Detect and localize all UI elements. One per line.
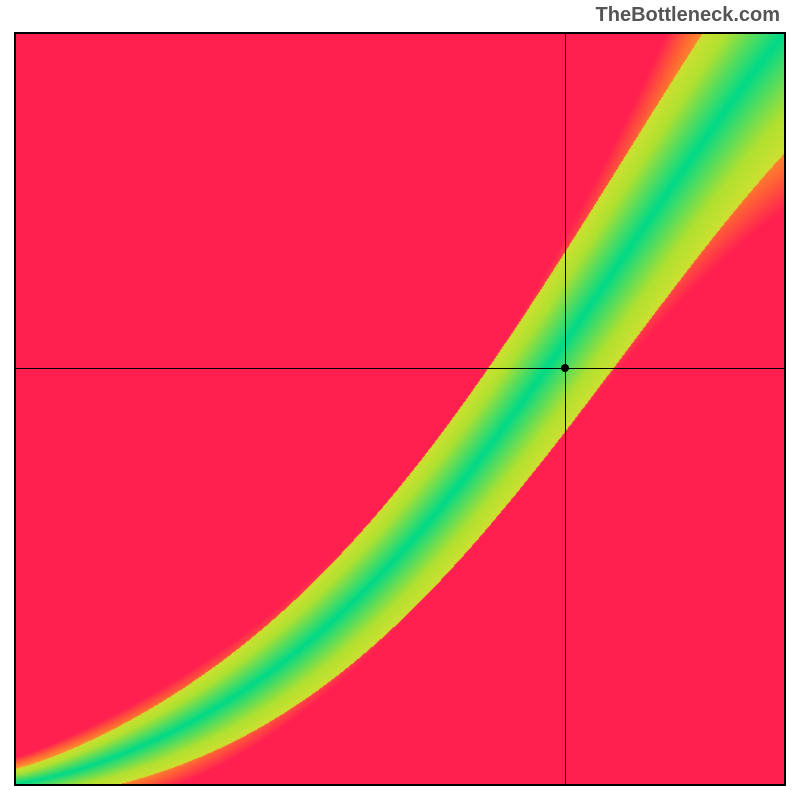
heatmap-canvas — [16, 34, 784, 784]
data-point-marker — [561, 364, 569, 372]
watermark-text: TheBottleneck.com — [596, 4, 780, 27]
crosshair-vertical — [565, 34, 566, 784]
chart-container: TheBottleneck.com — [0, 0, 800, 800]
heatmap-chart — [14, 32, 786, 786]
crosshair-horizontal — [16, 368, 784, 369]
